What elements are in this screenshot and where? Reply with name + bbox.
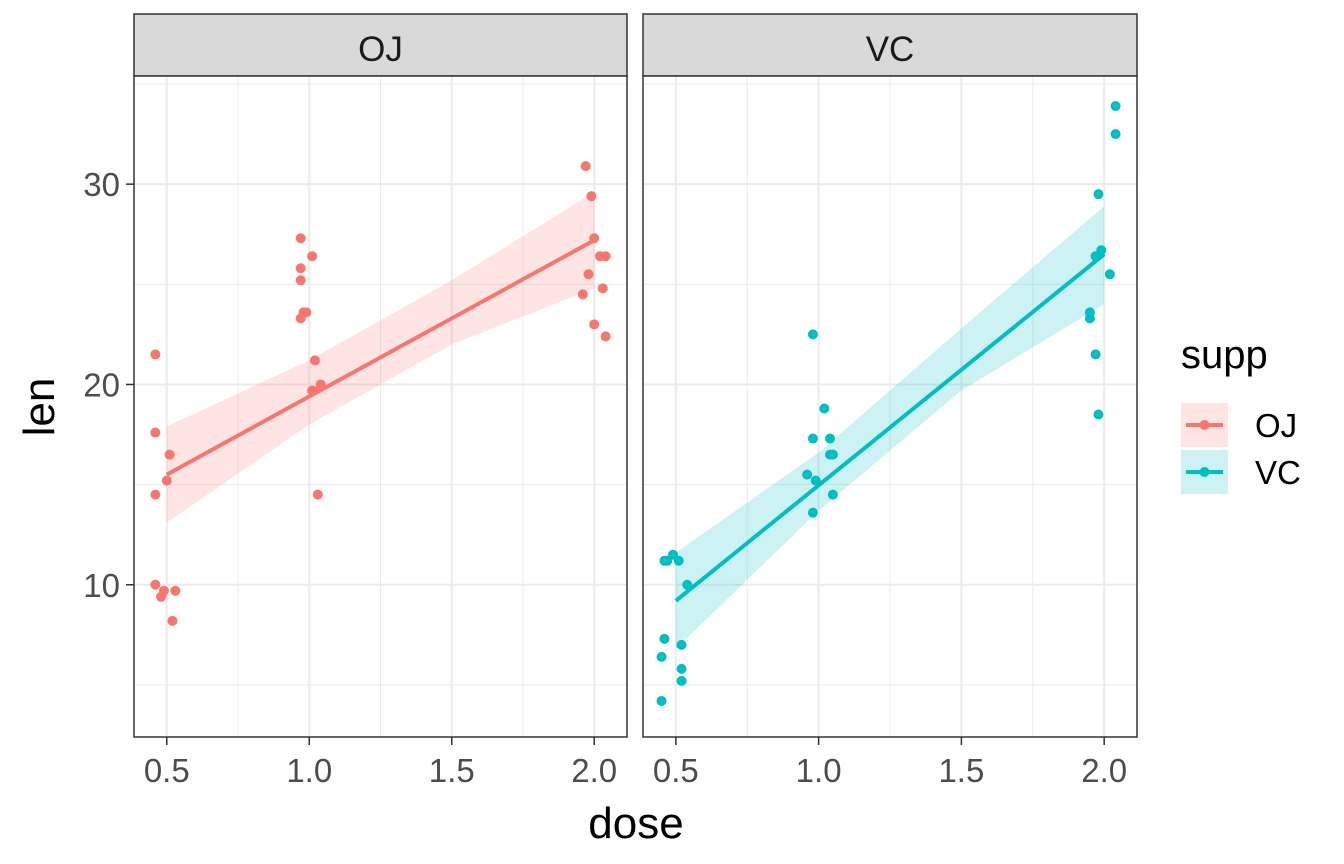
point-oj — [589, 233, 600, 244]
point-vc — [807, 507, 818, 518]
legend-title: supp — [1181, 333, 1268, 377]
point-oj — [307, 251, 318, 262]
point-oj — [167, 615, 178, 626]
point-vc — [1093, 189, 1104, 200]
point-oj — [580, 161, 591, 172]
panel-vc: VC — [642, 13, 1138, 738]
point-oj — [295, 263, 306, 274]
point-oj — [600, 331, 611, 342]
x-axis-title: dose — [588, 799, 683, 848]
point-oj — [600, 251, 611, 262]
x-axis: 0.5 1.0 1.5 2.0 0.5 1.0 1.5 2.0 — [144, 737, 1127, 789]
x-tick-label: 1.0 — [286, 752, 332, 789]
gridlines-vc — [643, 76, 1137, 737]
point-vc — [656, 695, 667, 706]
legend: supp OJ VC — [1181, 333, 1301, 494]
point-vc — [676, 639, 687, 650]
point-oj — [315, 379, 326, 390]
panel-border-oj — [133, 75, 628, 738]
panel-border-vc — [642, 75, 1138, 738]
point-vc — [1084, 313, 1095, 324]
panel-oj: OJ — [133, 13, 628, 738]
point-vc — [676, 663, 687, 674]
x-tick-label: 1.0 — [796, 752, 842, 789]
point-vc — [1110, 101, 1121, 112]
point-vc — [807, 433, 818, 444]
point-oj — [577, 289, 588, 300]
y-tick-label: 30 — [83, 166, 120, 203]
x-tick-label: 0.5 — [144, 752, 190, 789]
legend-label-vc: VC — [1255, 454, 1301, 491]
point-oj — [589, 319, 600, 330]
point-vc — [1090, 349, 1101, 360]
point-oj — [312, 489, 323, 500]
fit-line-vc — [674, 252, 1106, 603]
point-oj — [295, 233, 306, 244]
x-tick-label: 2.0 — [1081, 752, 1127, 789]
legend-key-point-oj — [1199, 420, 1210, 430]
point-vc — [1093, 409, 1104, 420]
strip-oj — [133, 13, 628, 77]
x-tick-label: 0.5 — [653, 752, 699, 789]
point-vc — [802, 469, 813, 480]
point-vc — [673, 555, 684, 566]
point-vc — [827, 449, 838, 460]
point-oj — [583, 269, 594, 280]
point-vc — [807, 329, 818, 340]
point-oj — [161, 475, 172, 486]
fit-line-oj — [165, 238, 596, 477]
strip-vc — [642, 13, 1138, 77]
y-tick-label: 20 — [83, 366, 120, 403]
point-vc — [682, 579, 693, 590]
y-tick-label: 10 — [83, 567, 120, 604]
point-oj — [150, 489, 161, 500]
fit-line-vc — [674, 252, 1106, 603]
point-vc — [1110, 129, 1121, 140]
point-oj — [597, 283, 608, 294]
point-vc — [676, 675, 687, 686]
point-oj — [307, 385, 318, 396]
point-vc — [656, 651, 667, 662]
point-oj — [164, 449, 175, 460]
points-vc — [656, 101, 1121, 706]
y-axis-title: len — [15, 378, 64, 437]
point-oj — [586, 191, 597, 202]
x-tick-label: 2.0 — [571, 752, 617, 789]
point-oj — [158, 585, 169, 596]
point-oj — [150, 427, 161, 438]
points-oj — [150, 161, 611, 626]
point-vc — [810, 475, 821, 486]
fit-line-oj — [165, 238, 596, 477]
point-vc — [827, 489, 838, 500]
legend-key-point-vc — [1199, 467, 1210, 477]
legend-label-oj: OJ — [1255, 407, 1297, 444]
point-vc — [659, 633, 670, 644]
point-vc — [825, 433, 836, 444]
point-vc — [819, 403, 830, 414]
gridlines-oj — [134, 76, 627, 737]
point-oj — [170, 585, 181, 596]
point-vc — [1104, 269, 1115, 280]
x-tick-label: 1.5 — [429, 752, 475, 789]
point-vc — [1096, 245, 1107, 256]
y-axis: 10 20 30 — [83, 166, 134, 604]
x-tick-label: 1.5 — [938, 752, 984, 789]
point-oj — [295, 275, 306, 286]
strip-label-oj: OJ — [358, 30, 403, 69]
point-oj — [150, 349, 161, 360]
point-oj — [301, 307, 312, 318]
strip-label-vc: VC — [866, 30, 915, 69]
point-oj — [150, 579, 161, 590]
point-oj — [309, 355, 320, 366]
legend-keys — [1181, 403, 1228, 494]
